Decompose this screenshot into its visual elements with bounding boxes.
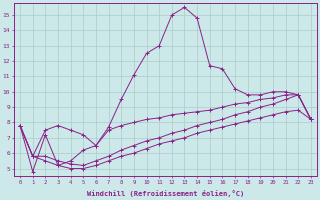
X-axis label: Windchill (Refroidissement éolien,°C): Windchill (Refroidissement éolien,°C) [87,190,244,197]
